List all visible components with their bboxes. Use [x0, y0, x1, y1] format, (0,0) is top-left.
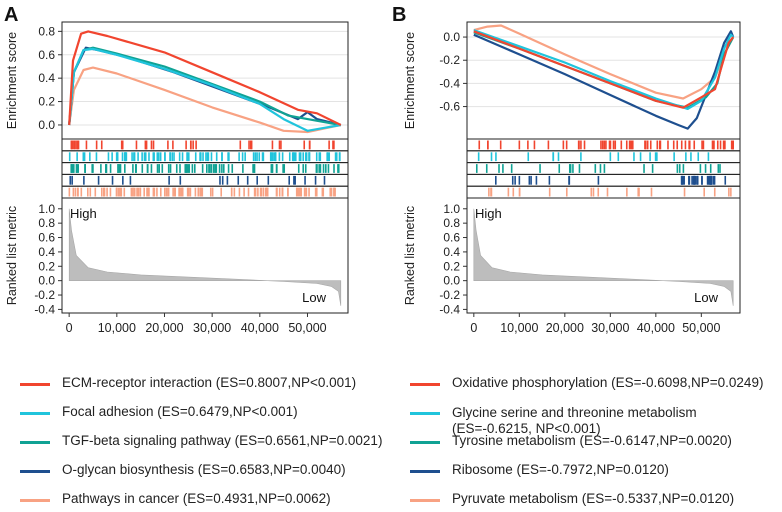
es-line-ribosome: [473, 30, 735, 130]
es-tick-label: 0.6: [38, 48, 55, 62]
x-tick-label: 40,000: [637, 321, 675, 335]
metric-tick-label: 0.2: [38, 259, 55, 273]
high-label: High: [70, 206, 97, 221]
x-tick-label: 20,000: [546, 321, 584, 335]
hit-row-frame: [466, 162, 741, 175]
legend-label: Glycine serine and threonine metabolism …: [452, 405, 697, 436]
metric-axis-label: Ranked list metric: [5, 206, 19, 305]
ranked-metric-area: [68, 208, 342, 306]
metric-tick-label: -0.4: [34, 302, 55, 316]
es-tick-label: 0.2: [38, 95, 55, 109]
x-tick-label: 0: [470, 321, 477, 335]
x-tick-label: 40,000: [241, 321, 279, 335]
low-label: Low: [302, 290, 326, 305]
hit-row-focal-adhesion: [68, 152, 341, 162]
legend-label: Focal adhesion (ES=0.6479,NP<0.001): [62, 404, 298, 419]
legend-label: Ribosome (ES=-0.7972,NP=0.0120): [452, 462, 669, 477]
metric-tick-label: 0.8: [38, 216, 55, 230]
legend-label: Tyrosine metabolism (ES=-0.6147,NP=0.002…: [452, 433, 732, 448]
metric-plot-frame: [466, 197, 741, 314]
es-tick-label: -0.4: [439, 76, 460, 90]
legend-label: ECM-receptor interaction (ES=0.8007,NP<0…: [62, 375, 357, 390]
es-tick-label: 0.0: [38, 118, 55, 132]
es-tick-label: 0.4: [38, 71, 55, 85]
metric-axis-label: Ranked list metric: [403, 206, 417, 305]
metric-tick-label: 0.0: [443, 274, 460, 288]
es-tick-label: -0.2: [439, 53, 460, 67]
legend-label: O-glycan biosynthesis (ES=0.6583,NP=0.00…: [62, 462, 346, 477]
metric-tick-label: 0.0: [38, 274, 55, 288]
metric-tick-label: 0.6: [38, 231, 55, 245]
metric-plot-frame: [61, 197, 349, 314]
x-tick-label: 20,000: [145, 321, 183, 335]
hit-row-ribosome: [495, 175, 727, 185]
es-line-oxidative-phosphorylation: [473, 30, 735, 109]
metric-tick-label: -0.4: [439, 302, 460, 316]
es-tick-label: -0.6: [439, 100, 460, 114]
legend-right: Oxidative phosphorylation (ES=-0.6098,NP…: [410, 376, 780, 506]
es-line-glycine-serine-and-threonine-metabolism: [473, 29, 734, 110]
legend-swatch: [20, 412, 50, 415]
metric-tick-label: 1.0: [38, 202, 55, 216]
hit-row-frame: [61, 138, 349, 152]
metric-tick-label: 0.2: [443, 259, 460, 273]
panel-label: A: [4, 4, 18, 26]
legend-swatch: [410, 499, 440, 502]
legend-label: Pathways in cancer (ES=0.4931,NP=0.0062): [62, 491, 331, 506]
high-label: High: [475, 206, 502, 221]
metric-tick-label: 0.6: [443, 231, 460, 245]
metric-tick-label: 0.4: [443, 245, 460, 259]
ranked-metric-area: [473, 208, 734, 306]
es-line-pyruvate-metabolism: [473, 24, 735, 100]
hit-row-pathways-in-cancer: [68, 187, 336, 197]
hit-row-frame: [466, 138, 741, 152]
es-line-ecm-receptor-interaction: [68, 30, 342, 126]
es-line-o-glycan-biosynthesis: [68, 46, 342, 127]
hit-row-glycine-serine-and-threonine-metabolism: [477, 152, 710, 162]
legend-label: Pyruvate metabolism (ES=-0.5337,NP=0.012…: [452, 491, 735, 506]
legend-swatch: [20, 499, 50, 502]
legend-swatch: [20, 441, 50, 444]
metric-tick-label: 0.4: [38, 245, 55, 259]
metric-tick-label: -0.2: [439, 288, 460, 302]
x-tick-label: 30,000: [591, 321, 629, 335]
es-tick-label: 0.0: [443, 30, 460, 44]
x-tick-label: 30,000: [193, 321, 231, 335]
hit-row-tyrosine-metabolism: [475, 164, 721, 173]
x-tick-label: 0: [66, 321, 73, 335]
es-axis-label: Enrichment score: [5, 32, 19, 129]
es-line-focal-adhesion: [68, 47, 341, 132]
es-axis-label: Enrichment score: [403, 32, 417, 129]
legend-left: ECM-receptor interaction (ES=0.8007,NP<0…: [20, 376, 390, 506]
x-tick-label: 10,000: [500, 321, 538, 335]
legend-swatch: [20, 470, 50, 473]
metric-tick-label: 0.8: [443, 216, 460, 230]
hit-row-oxidative-phosphorylation: [478, 140, 734, 150]
hit-row-o-glycan-biosynthesis: [69, 175, 326, 185]
x-tick-label: 50,000: [288, 321, 326, 335]
hit-row-tgf-beta-signaling-pathway: [70, 164, 340, 173]
hit-row-ecm-receptor-interaction: [70, 140, 335, 150]
panel-label: B: [392, 4, 406, 26]
es-line-tgf-beta-signaling-pathway: [68, 46, 341, 127]
low-label: Low: [694, 290, 718, 305]
legend-label: TGF-beta signaling pathway (ES=0.6561,NP…: [62, 433, 383, 448]
hit-row-frame: [466, 173, 741, 187]
hit-row-pyruvate-metabolism: [488, 187, 732, 197]
legend-swatch: [410, 441, 440, 444]
metric-tick-label: -0.2: [34, 288, 55, 302]
es-line-pathways-in-cancer: [68, 66, 342, 134]
metric-tick-label: 1.0: [443, 202, 460, 216]
legend-swatch: [410, 383, 440, 386]
legend-swatch: [20, 383, 50, 386]
legend-swatch: [410, 412, 440, 415]
x-tick-label: 50,000: [682, 321, 720, 335]
x-tick-label: 10,000: [98, 321, 136, 335]
es-tick-label: 0.8: [38, 24, 55, 38]
legend-label: Oxidative phosphorylation (ES=-0.6098,NP…: [452, 375, 764, 390]
legend-swatch: [410, 470, 440, 473]
